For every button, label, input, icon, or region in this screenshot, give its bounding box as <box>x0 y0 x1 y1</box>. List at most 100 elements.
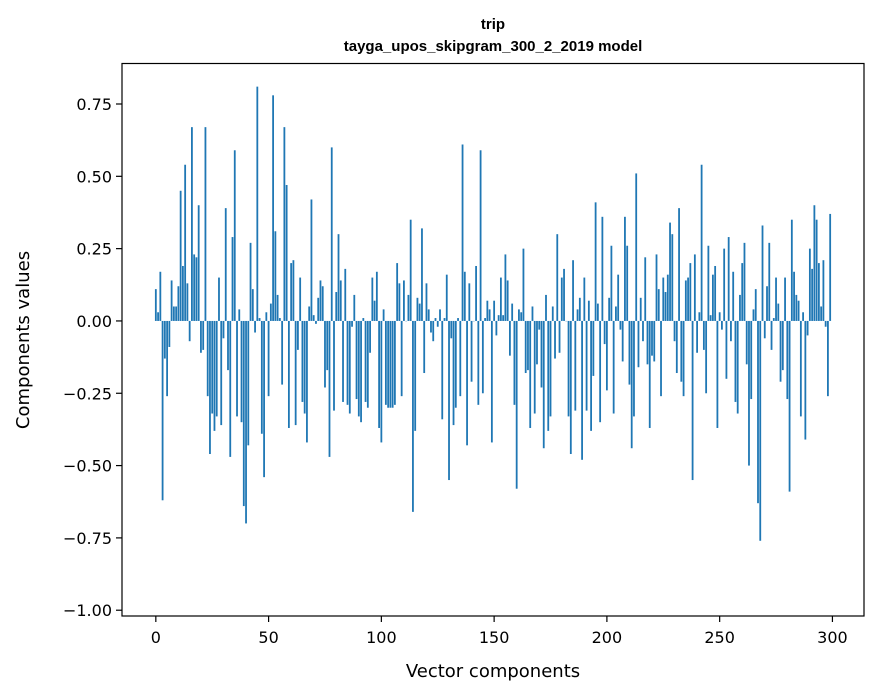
bar <box>393 320 396 405</box>
bar <box>687 277 689 321</box>
chart-title: trip <box>481 16 505 33</box>
bar <box>163 320 166 359</box>
bar <box>799 320 802 417</box>
bar <box>454 320 457 408</box>
bar <box>269 303 272 321</box>
bar <box>551 306 554 321</box>
bar <box>786 320 789 400</box>
bar <box>635 173 638 321</box>
bar <box>745 320 748 365</box>
bar <box>477 320 480 405</box>
bar <box>481 320 484 394</box>
bar <box>418 303 421 321</box>
bar <box>506 280 509 321</box>
bar <box>585 320 588 411</box>
bar <box>276 294 279 321</box>
bar <box>423 320 426 374</box>
bar <box>560 277 563 321</box>
bars <box>154 86 832 541</box>
bar <box>524 320 527 374</box>
bar <box>657 289 660 321</box>
bar <box>554 320 556 359</box>
bar <box>660 320 662 397</box>
bar <box>777 303 780 321</box>
y-tick-label: 0.50 <box>76 167 112 186</box>
x-tick-label: 100 <box>366 628 397 647</box>
bar <box>644 257 647 321</box>
bar <box>678 208 680 321</box>
bar <box>569 320 572 455</box>
bar <box>360 320 362 423</box>
bar <box>673 320 676 342</box>
bar <box>398 283 401 321</box>
bar <box>603 320 606 345</box>
bar <box>292 260 295 321</box>
bar <box>583 277 586 321</box>
bar <box>211 320 214 414</box>
bar <box>445 274 448 321</box>
bar <box>820 306 823 321</box>
bar <box>829 213 832 321</box>
bar <box>236 320 238 417</box>
bar <box>621 320 624 362</box>
bar <box>664 292 667 321</box>
bar <box>312 315 315 321</box>
bar <box>308 306 311 321</box>
bar <box>315 320 317 324</box>
x-tick-label: 150 <box>479 628 510 647</box>
bar <box>497 315 500 321</box>
bar <box>624 216 626 321</box>
bar <box>669 222 671 321</box>
bar <box>633 320 635 417</box>
y-tick-label: 0.75 <box>76 95 112 114</box>
bar <box>558 320 561 353</box>
bar <box>642 320 644 342</box>
bar <box>448 320 450 481</box>
bar <box>547 320 550 431</box>
bar <box>493 300 496 321</box>
bar <box>227 320 229 371</box>
bar <box>278 318 281 321</box>
bar <box>479 150 482 321</box>
bar <box>463 271 466 321</box>
bar <box>319 280 322 321</box>
bar <box>287 320 290 428</box>
bar <box>637 320 640 368</box>
bar <box>470 320 473 382</box>
bar <box>475 265 477 321</box>
bar <box>387 320 390 408</box>
bar <box>330 147 333 321</box>
bar <box>441 320 444 420</box>
bar <box>693 254 696 321</box>
bar <box>231 237 234 321</box>
bar <box>576 309 579 321</box>
bar <box>608 297 611 321</box>
bar <box>326 320 329 371</box>
bar <box>166 320 168 397</box>
bar <box>817 263 820 321</box>
bar <box>452 320 455 426</box>
bar <box>716 320 719 428</box>
bar <box>748 320 750 466</box>
bar <box>249 242 252 321</box>
bar <box>317 297 320 321</box>
bar <box>788 320 791 492</box>
bar <box>306 320 308 443</box>
bar <box>290 263 293 321</box>
bar <box>590 320 592 431</box>
bar <box>527 320 529 371</box>
bar <box>283 127 286 321</box>
bar <box>784 277 786 321</box>
bar <box>536 320 538 365</box>
bar <box>436 320 439 327</box>
bar <box>705 320 708 394</box>
bar <box>195 257 198 321</box>
bar <box>540 320 543 388</box>
bar <box>281 320 284 385</box>
bar <box>375 271 378 321</box>
bar <box>285 184 288 321</box>
bar <box>707 245 710 321</box>
bar <box>403 280 405 321</box>
bar <box>450 320 453 339</box>
x-axis-ticks: 0 50 100 150 200 250 300 <box>151 616 848 647</box>
